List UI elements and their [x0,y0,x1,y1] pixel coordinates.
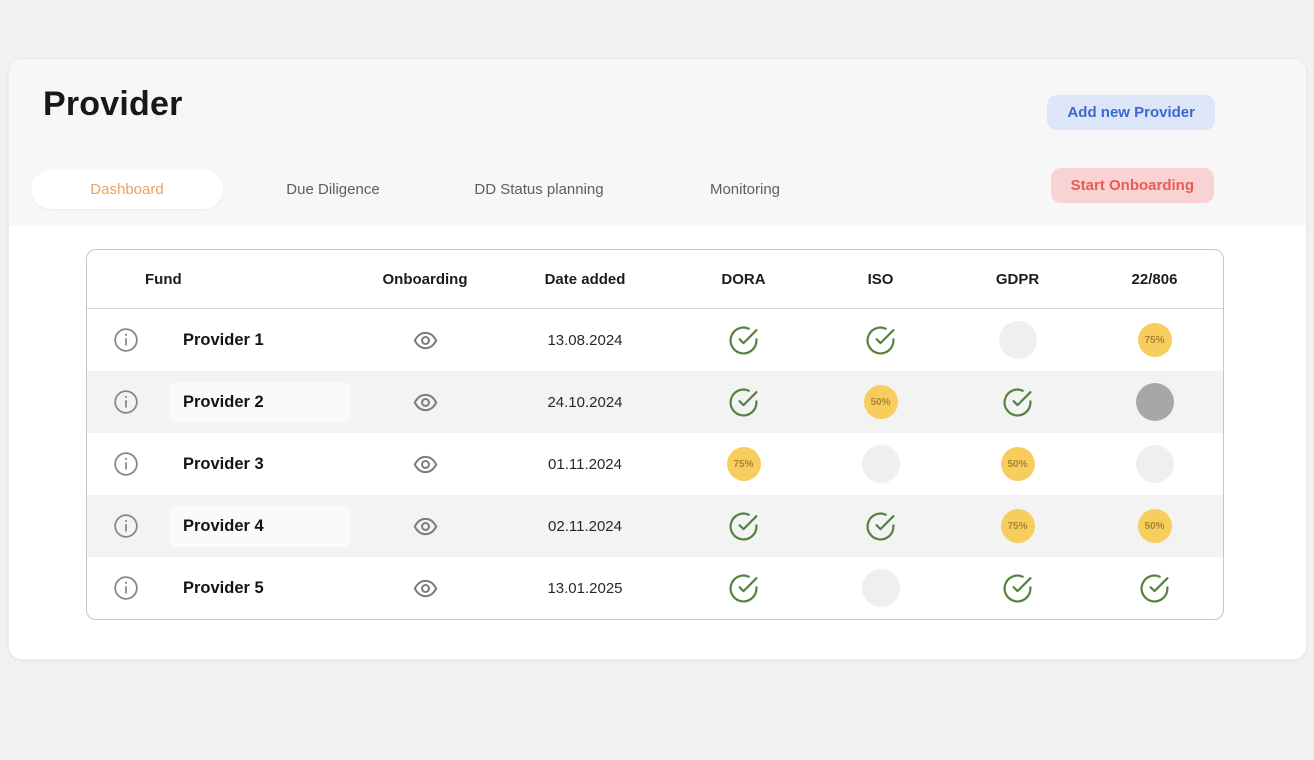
empty-status-dot [1135,445,1174,483]
check-circle-icon [865,325,896,356]
status-22-806 [1086,573,1223,604]
status-gdpr: 50% [949,447,1086,481]
column-header-onboarding: Onboarding [382,270,468,288]
empty-status-dot [998,321,1037,359]
table-row: Provider 2 24.10.2024 50% [87,371,1223,433]
tab-due-diligence[interactable]: Due Diligence [286,181,380,198]
provider-name: Provider 5 [183,578,264,597]
eye-icon[interactable] [412,327,439,354]
tab-dd-status-planning[interactable]: DD Status planning [474,181,604,198]
percent-badge: 75% [1000,509,1035,543]
status-gdpr: 75% [949,509,1086,543]
date-added: 13.08.2024 [547,331,623,349]
card-header: Provider Add new Provider Start Onboardi… [9,59,1306,226]
tab-monitoring[interactable]: Monitoring [709,181,781,198]
table-header-row: Fund Onboarding Date added DORA ISO GDPR 22/80… [87,250,1223,309]
column-header-fund: Fund [145,270,182,288]
info-icon[interactable] [113,389,139,415]
percent-badge: 75% [726,447,761,481]
check-circle-icon [1002,387,1033,418]
eye-icon[interactable] [412,513,439,540]
info-icon[interactable] [113,451,139,477]
empty-status-dot [861,445,900,483]
provider-name: Provider 1 [183,330,264,349]
status-gdpr [949,321,1086,359]
table-row: Provider 1 13.08.2024 75% [87,309,1223,371]
tab-dashboard[interactable]: Dashboard [31,170,223,209]
percent-badge: 50% [1000,447,1035,481]
column-header-gdpr: GDPR [995,270,1040,288]
status-iso [812,325,949,356]
status-22-806: 50% [1086,509,1223,543]
status-22-806: 75% [1086,323,1223,357]
check-circle-icon [865,511,896,542]
table-row: Provider 5 13.01.2025 [87,557,1223,619]
eye-icon[interactable] [412,575,439,602]
table-row: Provider 4 02.11.2024 75% 50% [87,495,1223,557]
table-body: Provider 1 13.08.2024 75% Provider 2 24.10.2… [87,309,1223,619]
percent-badge: 75% [1137,323,1172,357]
date-added: 02.11.2024 [548,517,622,535]
check-circle-icon [1002,573,1033,604]
check-circle-icon [728,511,759,542]
check-circle-icon [1139,573,1170,604]
info-icon[interactable] [113,327,139,353]
date-added: 01.11.2024 [548,455,622,473]
page-title: Provider [43,85,183,123]
percent-badge: 50% [1137,509,1172,543]
start-onboarding-button[interactable]: Start Onboarding [1050,168,1214,203]
column-header-22-806: 22/806 [1131,270,1178,288]
date-added: 13.01.2025 [547,579,623,597]
percent-badge: 50% [863,385,898,419]
provider-card: Provider Add new Provider Start Onboardi… [8,58,1307,660]
status-dora [675,387,812,418]
check-circle-icon [728,325,759,356]
check-circle-icon [728,573,759,604]
status-iso: 50% [812,385,949,419]
eye-icon[interactable] [412,389,439,416]
status-dora [675,573,812,604]
column-header-date-added: Date added [544,270,626,288]
empty-status-dot [861,569,900,607]
status-22-806 [1086,445,1223,483]
status-dora [675,511,812,542]
status-iso [812,445,949,483]
provider-name: Provider 3 [183,454,264,473]
status-iso [812,569,949,607]
provider-name: Provider 4 [169,505,351,547]
provider-name: Provider 2 [169,381,351,423]
tab-bar: Dashboard Due Diligence DD Status planning… [31,170,841,209]
info-icon[interactable] [113,513,139,539]
eye-icon[interactable] [412,451,439,478]
column-header-iso: ISO [867,270,894,288]
date-added: 24.10.2024 [547,393,623,411]
providers-table: Fund Onboarding Date added DORA ISO GDPR 22/80… [86,249,1224,620]
status-gdpr [949,387,1086,418]
table-row: Provider 3 01.11.2024 75% 50% [87,433,1223,495]
add-new-provider-button[interactable]: Add new Provider [1047,95,1215,130]
status-iso [812,511,949,542]
filled-status-dot [1135,383,1174,421]
status-dora: 75% [675,447,812,481]
column-header-dora: DORA [721,270,766,288]
status-dora [675,325,812,356]
check-circle-icon [728,387,759,418]
status-22-806 [1086,383,1223,421]
status-gdpr [949,573,1086,604]
info-icon[interactable] [113,575,139,601]
